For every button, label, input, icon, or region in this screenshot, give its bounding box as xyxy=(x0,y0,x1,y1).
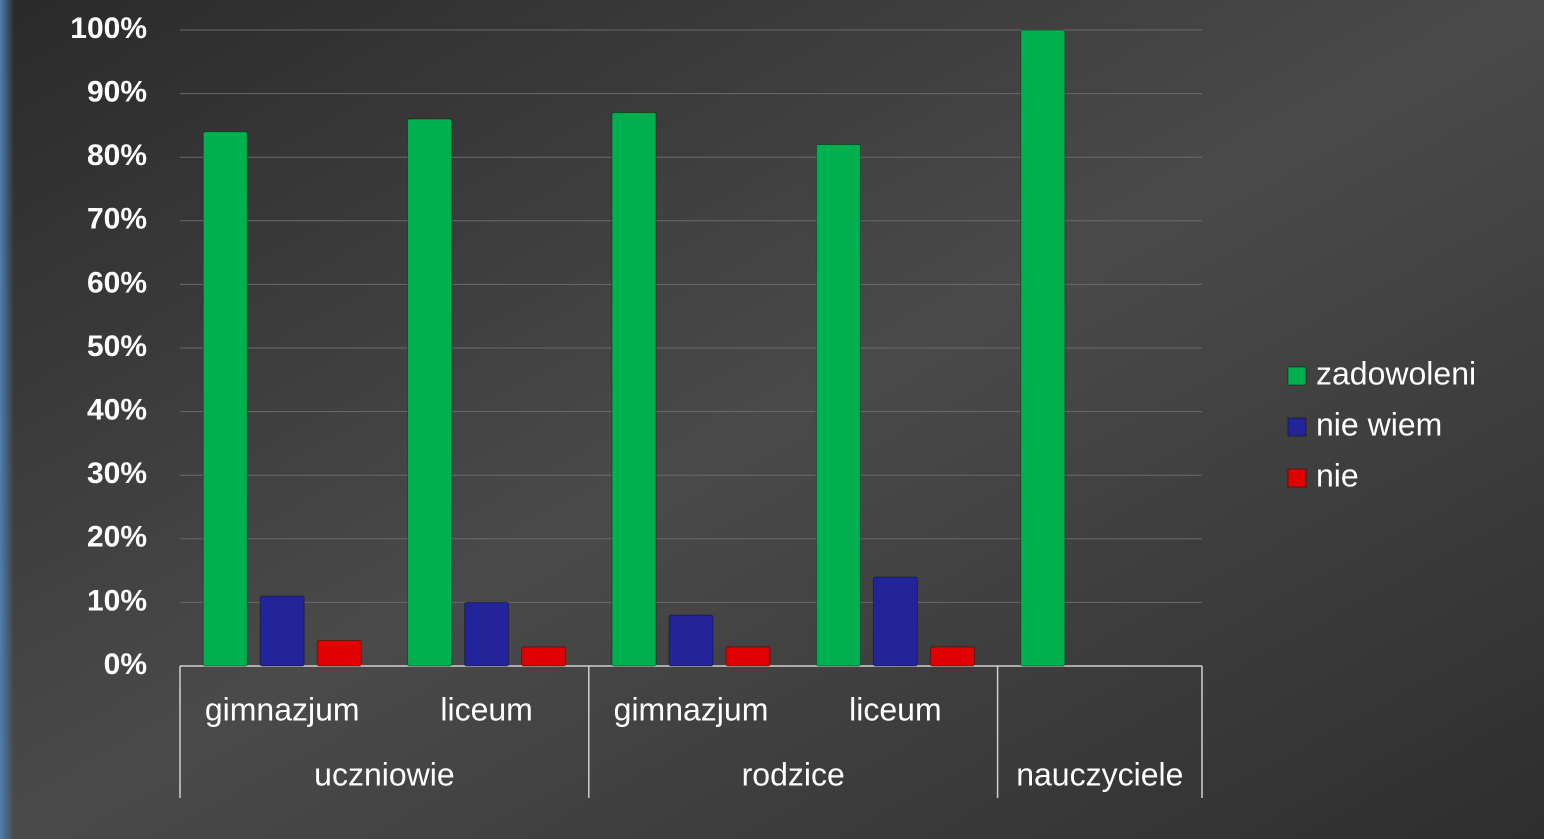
bar xyxy=(522,647,566,666)
x-tick-label: gimnazjum xyxy=(205,691,360,727)
legend-label: zadowoleni xyxy=(1316,355,1476,391)
x-tick-label: liceum xyxy=(849,691,941,727)
group-label: uczniowie xyxy=(314,756,455,792)
y-tick-label: 30% xyxy=(87,457,147,490)
y-tick-label: 40% xyxy=(87,394,147,427)
chart: 0% 10% 20% 30% 40% 50% 60% 70% 80% 90% 100% gimnazj… xyxy=(0,0,1544,839)
y-tick-label: 10% xyxy=(87,584,147,617)
legend-swatch xyxy=(1288,469,1306,487)
x-tick-label: liceum xyxy=(440,691,532,727)
y-tick-label: 60% xyxy=(87,266,147,299)
legend-label: nie xyxy=(1316,457,1359,493)
y-tick-label: 0% xyxy=(104,648,147,681)
x-tick-label: gimnazjum xyxy=(614,691,769,727)
bar xyxy=(726,647,770,666)
bar xyxy=(317,641,361,666)
bar xyxy=(873,577,917,666)
bar xyxy=(203,132,247,666)
bar xyxy=(1021,30,1065,666)
bar xyxy=(930,647,974,666)
y-tick-label: 70% xyxy=(87,203,147,236)
bar xyxy=(465,602,509,666)
background-edge xyxy=(0,0,14,839)
y-tick-label: 50% xyxy=(87,330,147,363)
legend-swatch xyxy=(1288,418,1306,436)
y-tick-label: 20% xyxy=(87,521,147,554)
bar xyxy=(260,596,304,666)
y-tick-label: 90% xyxy=(87,76,147,109)
legend-label: nie wiem xyxy=(1316,406,1442,442)
bar xyxy=(816,144,860,666)
bar xyxy=(408,119,452,666)
legend-swatch xyxy=(1288,367,1306,385)
group-label: nauczyciele xyxy=(1016,756,1183,792)
y-tick-label: 100% xyxy=(70,12,147,45)
group-label: rodzice xyxy=(742,756,845,792)
bar xyxy=(612,113,656,666)
y-tick-label: 80% xyxy=(87,139,147,172)
bar xyxy=(669,615,713,666)
